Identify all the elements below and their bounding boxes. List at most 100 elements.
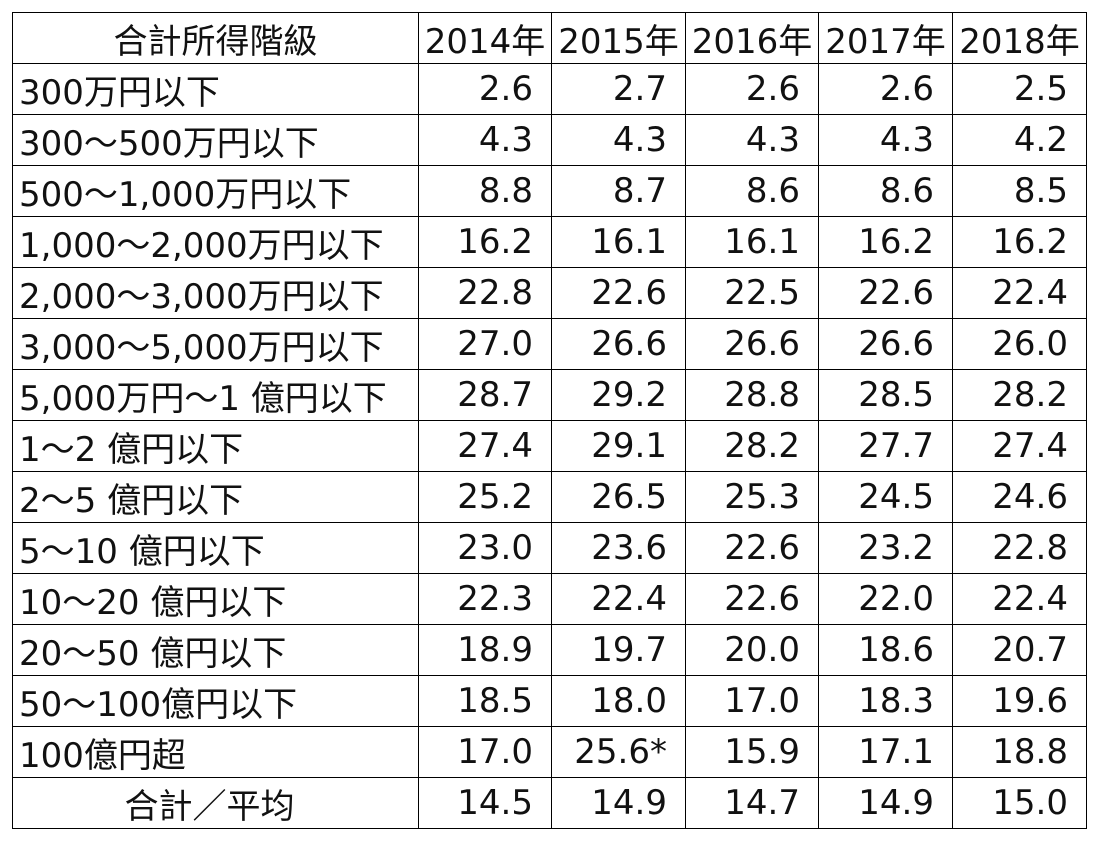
header-cell: 合計所得階級 — [12, 12, 419, 64]
value-cell: 22.4 — [952, 267, 1087, 319]
row-label: 500〜1,000万円以下 — [12, 165, 419, 217]
value-cell: 14.5 — [418, 777, 552, 829]
value-cell: 2.6 — [818, 63, 953, 115]
row-label: 300万円以下 — [12, 63, 419, 115]
value-cell: 22.8 — [418, 267, 552, 319]
value-cell: 14.7 — [685, 777, 819, 829]
value-cell: 4.3 — [551, 114, 686, 166]
value-cell: 18.3 — [818, 675, 953, 727]
value-cell: 2.5 — [952, 63, 1087, 115]
row-label: 3,000〜5,000万円以下 — [12, 318, 419, 370]
table-row: 300万円以下 2.6 2.7 2.6 2.6 2.5 — [12, 63, 1087, 115]
value-cell: 18.6 — [818, 624, 953, 676]
row-label: 2〜5 億円以下 — [12, 471, 419, 523]
value-cell: 8.6 — [818, 165, 953, 217]
value-cell: 20.0 — [685, 624, 819, 676]
value-cell: 28.7 — [418, 369, 552, 421]
value-cell: 26.0 — [952, 318, 1087, 370]
value-cell: 16.2 — [818, 216, 953, 268]
table-row: 100億円超 17.0 25.6* 15.9 17.1 18.8 — [12, 726, 1087, 778]
table-body: 合計所得階級 2014年 2015年 2016年 2017年 2018年 300万円以下 2.… — [12, 12, 1087, 829]
row-label: 300〜500万円以下 — [12, 114, 419, 166]
value-cell: 19.6 — [952, 675, 1087, 727]
header-row: 合計所得階級 2014年 2015年 2016年 2017年 2018年 — [12, 12, 1087, 64]
value-cell: 26.5 — [551, 471, 686, 523]
row-label: 5〜10 億円以下 — [12, 522, 419, 574]
value-cell: 8.8 — [418, 165, 552, 217]
value-cell: 8.7 — [551, 165, 686, 217]
value-cell: 18.9 — [418, 624, 552, 676]
value-cell: 16.2 — [952, 216, 1087, 268]
value-cell: 29.2 — [551, 369, 686, 421]
header-cell: 2018年 — [952, 12, 1087, 64]
value-cell: 28.2 — [685, 420, 819, 472]
value-cell: 17.0 — [418, 726, 552, 778]
value-cell: 8.6 — [685, 165, 819, 217]
value-cell: 2.7 — [551, 63, 686, 115]
value-cell: 18.5 — [418, 675, 552, 727]
data-table: 合計所得階級 2014年 2015年 2016年 2017年 2018年 300万円以下 2.… — [12, 12, 1087, 829]
value-cell: 2.6 — [418, 63, 552, 115]
value-cell: 25.6* — [551, 726, 686, 778]
header-cell: 2015年 — [551, 12, 686, 64]
row-label: 合計／平均 — [12, 777, 419, 829]
value-cell: 22.6 — [685, 573, 819, 625]
value-cell: 15.0 — [952, 777, 1087, 829]
value-cell: 26.6 — [551, 318, 686, 370]
value-cell: 22.3 — [418, 573, 552, 625]
value-cell: 26.6 — [818, 318, 953, 370]
value-cell: 27.0 — [418, 318, 552, 370]
value-cell: 23.2 — [818, 522, 953, 574]
value-cell: 22.4 — [551, 573, 686, 625]
value-cell: 14.9 — [818, 777, 953, 829]
value-cell: 16.1 — [685, 216, 819, 268]
table-row: 10〜20 億円以下 22.3 22.4 22.6 22.0 22.4 — [12, 573, 1087, 625]
value-cell: 22.6 — [818, 267, 953, 319]
table-row: 3,000〜5,000万円以下 27.0 26.6 26.6 26.6 26.0 — [12, 318, 1087, 370]
value-cell: 28.8 — [685, 369, 819, 421]
value-cell: 28.2 — [952, 369, 1087, 421]
row-label: 1,000〜2,000万円以下 — [12, 216, 419, 268]
table-row: 1〜2 億円以下 27.4 29.1 28.2 27.7 27.4 — [12, 420, 1087, 472]
header-cell: 2016年 — [685, 12, 819, 64]
header-cell: 2014年 — [418, 12, 552, 64]
value-cell: 22.5 — [685, 267, 819, 319]
value-cell: 23.0 — [418, 522, 552, 574]
value-cell: 4.3 — [818, 114, 953, 166]
value-cell: 4.3 — [418, 114, 552, 166]
value-cell: 16.1 — [551, 216, 686, 268]
value-cell: 4.3 — [685, 114, 819, 166]
value-cell: 17.1 — [818, 726, 953, 778]
value-cell: 24.5 — [818, 471, 953, 523]
table-row: 20〜50 億円以下 18.9 19.7 20.0 18.6 20.7 — [12, 624, 1087, 676]
value-cell: 27.4 — [952, 420, 1087, 472]
header-cell: 2017年 — [818, 12, 953, 64]
value-cell: 24.6 — [952, 471, 1087, 523]
row-label: 1〜2 億円以下 — [12, 420, 419, 472]
row-label: 50〜100億円以下 — [12, 675, 419, 727]
table-row: 2〜5 億円以下 25.2 26.5 25.3 24.5 24.6 — [12, 471, 1087, 523]
value-cell: 16.2 — [418, 216, 552, 268]
value-cell: 2.6 — [685, 63, 819, 115]
table-row: 1,000〜2,000万円以下 16.2 16.1 16.1 16.2 16.2 — [12, 216, 1087, 268]
table-row: 300〜500万円以下 4.3 4.3 4.3 4.3 4.2 — [12, 114, 1087, 166]
table-row: 50〜100億円以下 18.5 18.0 17.0 18.3 19.6 — [12, 675, 1087, 727]
table-row: 5,000万円〜1 億円以下 28.7 29.2 28.8 28.5 28.2 — [12, 369, 1087, 421]
table-row: 500〜1,000万円以下 8.8 8.7 8.6 8.6 8.5 — [12, 165, 1087, 217]
value-cell: 28.5 — [818, 369, 953, 421]
row-label: 2,000〜3,000万円以下 — [12, 267, 419, 319]
value-cell: 22.6 — [685, 522, 819, 574]
table-row: 合計／平均 14.5 14.9 14.7 14.9 15.0 — [12, 777, 1087, 829]
value-cell: 8.5 — [952, 165, 1087, 217]
value-cell: 26.6 — [685, 318, 819, 370]
value-cell: 22.6 — [551, 267, 686, 319]
value-cell: 25.3 — [685, 471, 819, 523]
value-cell: 17.0 — [685, 675, 819, 727]
table-row: 2,000〜3,000万円以下 22.8 22.6 22.5 22.6 22.4 — [12, 267, 1087, 319]
row-label: 20〜50 億円以下 — [12, 624, 419, 676]
table-row: 5〜10 億円以下 23.0 23.6 22.6 23.2 22.8 — [12, 522, 1087, 574]
value-cell: 23.6 — [551, 522, 686, 574]
row-label: 100億円超 — [12, 726, 419, 778]
value-cell: 4.2 — [952, 114, 1087, 166]
